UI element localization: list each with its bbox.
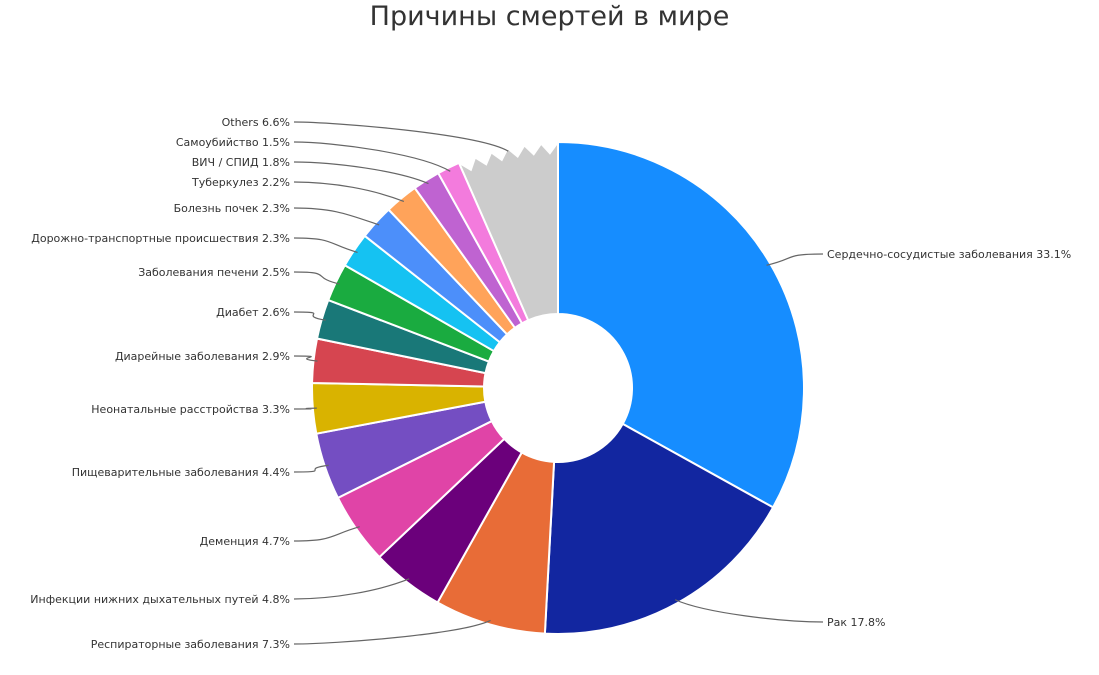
connector-others	[293, 121, 509, 152]
connector-деменция	[293, 526, 360, 542]
label-вич-спид: ВИЧ / СПИД 1.8%	[192, 156, 290, 169]
label-заболевания-печени: Заболевания печени 2.5%	[138, 266, 290, 279]
label-самоубийство: Самоубийство 1.5%	[176, 136, 290, 149]
connector-вич-спид	[293, 161, 429, 185]
label-респираторные-заболевания: Респираторные заболевания 7.3%	[91, 638, 290, 651]
label-деменция: Деменция 4.7%	[200, 535, 290, 548]
connector-болезнь-почек	[293, 207, 380, 226]
label-диарейные-заболевания: Диарейные заболевания 2.9%	[115, 350, 290, 363]
connector-пищеварительные-заболевания	[293, 464, 329, 473]
label-others: Others 6.6%	[222, 116, 290, 129]
chart-title: Причины смертей в мире	[369, 1, 730, 32]
connector-самоубийство	[293, 141, 451, 172]
connector-респираторные-заболевания	[293, 619, 491, 645]
slices-layer	[311, 138, 805, 635]
connector-неонатальные-расстройства	[293, 407, 317, 410]
connector-заболевания-печени	[293, 271, 340, 285]
connector-диабет	[293, 311, 326, 321]
label-туберкулез: Туберкулез 2.2%	[191, 176, 290, 189]
connector-дорожно-транспортные-происшествия	[293, 237, 358, 253]
labels-layer: Сердечно-сосудистые заболевания 33.1% Рак…	[30, 116, 1071, 651]
label-пищеварительные-заболевания: Пищеварительные заболевания 4.4%	[72, 466, 290, 479]
label-рак: Рак 17.8%	[827, 616, 885, 629]
slice-сердечно-сосудистые-заболевания[interactable]	[557, 140, 805, 509]
connector-рак	[674, 599, 824, 623]
connector-туберкулез	[293, 181, 405, 202]
label-сердечно-сосудистые-заболевания: Сердечно-сосудистые заболевания 33.1%	[827, 248, 1071, 261]
label-неонатальные-расстройства: Неонатальные расстройства 3.3%	[91, 403, 290, 416]
connector-сердечно-сосудистые-заболевания	[766, 253, 824, 266]
label-инфекции-нижних-дыхательных-путей: Инфекции нижних дыхательных путей 4.8%	[30, 593, 290, 606]
label-диабет: Диабет 2.6%	[216, 306, 290, 319]
label-болезнь-почек: Болезнь почек 2.3%	[174, 202, 290, 215]
slice-рак[interactable]	[543, 422, 775, 635]
connector-диарейные-заболевания	[293, 355, 318, 362]
slice-others[interactable]	[456, 138, 559, 322]
label-дорожно-транспортные-происшествия: Дорожно-транспортные происшествия 2.3%	[31, 232, 290, 245]
connector-инфекции-нижних-дыхательных-путей	[293, 578, 410, 600]
